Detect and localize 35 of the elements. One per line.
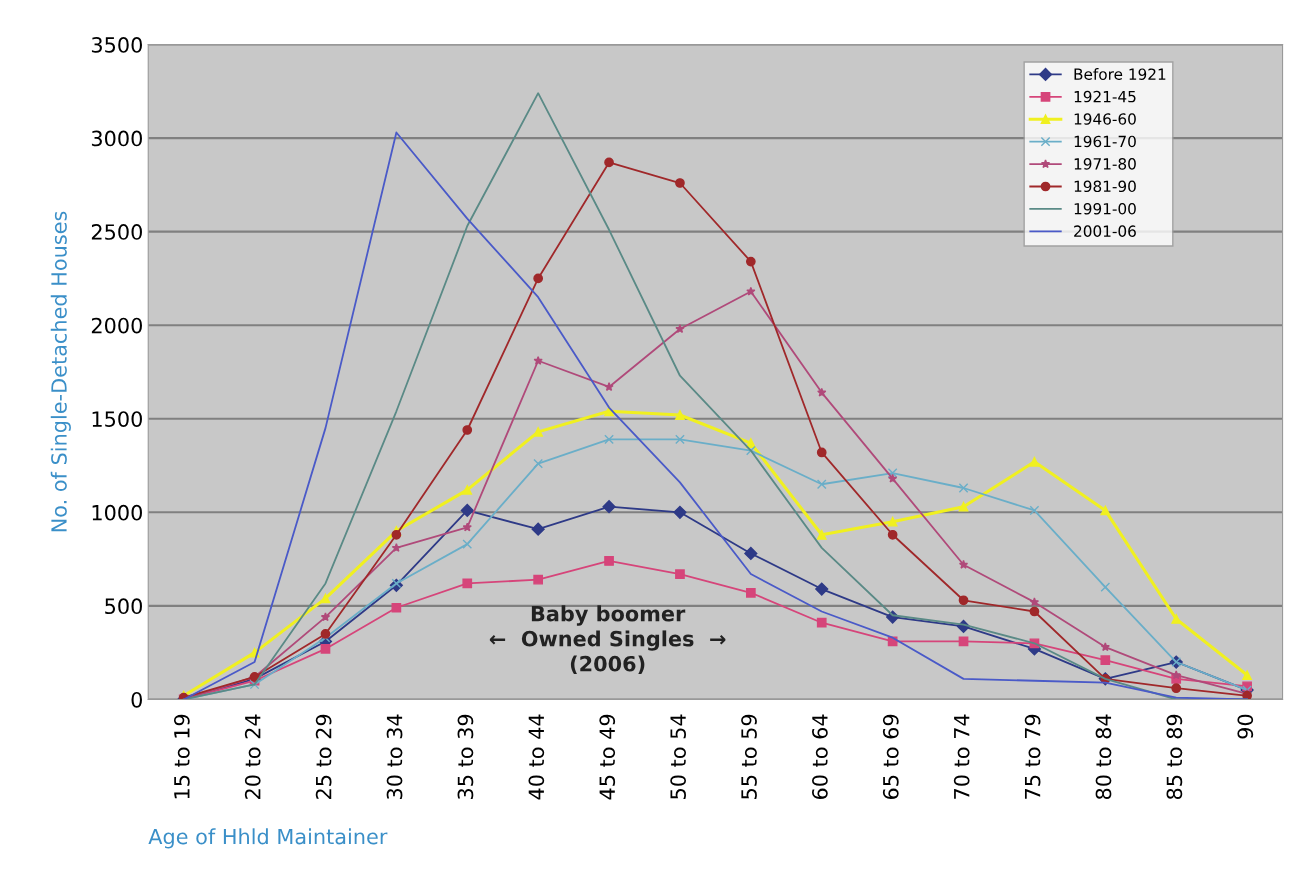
y-tick-label: 1500 — [92, 411, 142, 427]
y-tick-label: 3500 — [91, 37, 142, 53]
x-tick-label: 85 to 89 — [1166, 714, 1183, 800]
x-tick-label: 20 to 24 — [244, 714, 261, 799]
legend-label: Before 1921 — [1074, 68, 1166, 80]
x-tick-label: 15 to 19 — [173, 714, 190, 799]
legend-label: 1921-45 — [1074, 90, 1136, 103]
legend-label: 1971-80 — [1074, 158, 1136, 170]
x-tick-label: 55 to 59 — [741, 714, 757, 799]
x-tick-label: 65 to 69 — [882, 714, 899, 800]
legend-label: 1991-00 — [1074, 202, 1136, 215]
legend-label: 1961-70 — [1074, 135, 1136, 148]
x-tick-label: 90 — [1237, 714, 1254, 739]
x-tick-label: 35 to 39 — [457, 714, 474, 799]
legend-label: 1946-60 — [1074, 113, 1136, 125]
x-tick-label: 50 to 54 — [670, 714, 686, 799]
legend-label: 2001-06 — [1074, 225, 1136, 237]
x-tick-label: 30 to 34 — [386, 714, 403, 799]
y-tick-label: 0 — [131, 691, 142, 708]
x-tick-label: 40 to 44 — [528, 714, 545, 800]
legend-label: 1981-90 — [1074, 180, 1136, 193]
x-tick-label: 75 to 79 — [1024, 714, 1041, 799]
x-tick-label: 80 to 84 — [1095, 714, 1112, 800]
x-tick-label: 60 to 64 — [812, 714, 828, 800]
y-tick-label: 2000 — [91, 317, 142, 334]
x-tick-label: 70 to 74 — [953, 714, 970, 799]
x-tick-label: 45 to 49 — [599, 714, 616, 800]
annotation: Baby boomer ← Owned Singles → (2006) — [489, 605, 726, 675]
y-tick-label: 500 — [105, 598, 142, 615]
x-tick-label: 25 to 29 — [315, 714, 332, 799]
y-tick-label: 1000 — [92, 504, 142, 521]
y-tick-label: 2500 — [91, 224, 142, 240]
x-axis-title: Age of Hhld Maintainer — [148, 828, 388, 849]
y-axis-title: No. of Single-Detached Houses — [50, 211, 71, 532]
y-tick-label: 3000 — [91, 130, 142, 147]
